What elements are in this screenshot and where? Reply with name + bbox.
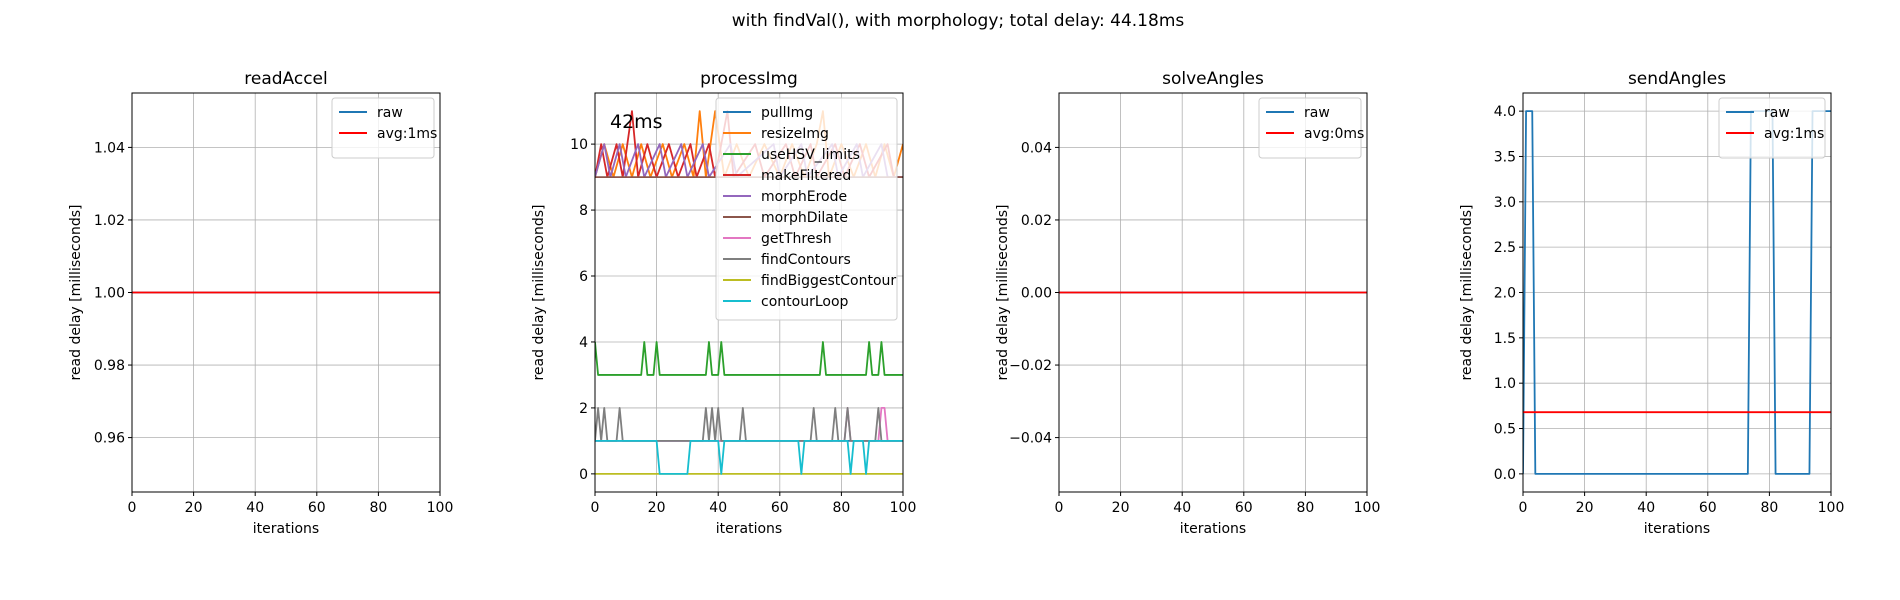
legend-label: avg:1ms [377,126,437,142]
x-tick-label: 20 [1112,500,1130,516]
legend-label: raw [1764,105,1790,121]
y-tick-label: 0.00 [1021,286,1052,302]
y-tick-label: 4 [579,335,588,351]
x-tick-label: 20 [185,500,203,516]
x-axis-label: iterations [1644,521,1710,537]
legend-label: raw [377,105,403,121]
legend-box [715,97,898,321]
x-tick-label: 60 [771,500,789,516]
y-tick-label: 1.5 [1494,331,1516,347]
y-tick-label: 0.96 [94,431,125,447]
legend-label: findContours [761,252,851,268]
y-tick-label: −0.02 [1009,358,1052,374]
x-axis-label: iterations [253,521,319,537]
x-tick-label: 40 [1173,500,1191,516]
x-tick-label: 0 [128,500,137,516]
x-tick-label: 40 [709,500,727,516]
y-tick-label: −0.04 [1009,431,1052,447]
x-tick-label: 80 [369,500,387,516]
y-tick-label: 3.5 [1494,149,1516,165]
subplot-title: readAccel [244,69,328,89]
y-tick-label: 10 [570,137,588,153]
figure-title: with findVal(), with morphology; total d… [732,11,1185,31]
subplot-solveangles: 0 20 40 60 80 100 −0.04 −0.02 0.00 0.02 0.04 solve… [995,69,1380,537]
y-tick-label: 0.0 [1494,467,1516,483]
y-tick-label: 8 [579,203,588,219]
y-tick-label: 3.0 [1494,195,1516,211]
y-tick-label: 1.02 [94,213,125,229]
legend-label: useHSV_limits [761,147,860,163]
x-tick-label: 0 [1519,500,1528,516]
axes-frame [594,92,904,493]
y-tick-label: 1.00 [94,286,125,302]
legend-label: resizeImg [761,126,829,142]
x-tick-label: 0 [1055,500,1064,516]
x-tick-label: 60 [308,500,326,516]
y-tick-label: 6 [579,269,588,285]
x-tick-label: 80 [1296,500,1314,516]
y-axis-label: read delay [milliseconds] [531,204,547,380]
series-line-usehsv-limits [595,341,903,376]
legend-label: morphErode [761,189,847,205]
legend: pullImg resizeImg useHSV_limits makeFiltere… [715,97,898,321]
subplot-processimg: 0 20 40 60 80 100 0 2 4 6 8 10 processImg iteration… [531,69,916,537]
subplot-sendangles: 0 20 40 60 80 1000.00.51.01.52.02.53.03.54.0 … [1459,69,1844,537]
subplot-title: sendAngles [1628,69,1726,89]
x-tick-label: 0 [591,500,600,516]
y-tick-label: 0.98 [94,358,125,374]
x-tick-label: 80 [1760,500,1778,516]
x-tick-label: 60 [1699,500,1717,516]
subplot-title: solveAngles [1162,69,1264,89]
series-line-contourloop [595,439,903,475]
y-tick-label: 0.5 [1494,422,1516,438]
legend-label: raw [1304,105,1330,121]
y-tick-label: 1.04 [94,140,125,156]
y-tick-label: 2.0 [1494,286,1516,302]
y-axis-label: read delay [milliseconds] [68,204,84,380]
x-axis-label: iterations [716,521,782,537]
x-tick-label: 100 [1818,500,1845,516]
y-tick-label: 1.0 [1494,376,1516,392]
y-axis-label: read delay [milliseconds] [1459,204,1475,380]
y-tick-label: 4.0 [1494,104,1516,120]
legend-label: getThresh [761,231,832,247]
legend-label: morphDilate [761,210,848,226]
legend-label: findBiggestContour [761,273,896,289]
x-tick-label: 20 [1576,500,1594,516]
x-tick-label: 40 [1637,500,1655,516]
legend: raw avg:1ms [1718,97,1826,159]
legend: raw avg:1ms [331,97,437,159]
y-tick-label: 2.5 [1494,240,1516,256]
y-tick-label: 0 [579,467,588,483]
x-tick-label: 20 [648,500,666,516]
x-tick-label: 100 [1354,500,1381,516]
x-tick-label: 100 [427,500,454,516]
legend-label: pullImg [761,105,813,121]
plot-area: 0 20 40 60 80 100 0.96 0.98 1.00 1.02 1.04 [94,92,454,516]
legend: raw avg:0ms [1258,97,1364,159]
plot-area: 0 20 40 60 80 100 −0.04 −0.02 0.00 0.02 0.04 [1009,92,1381,516]
y-tick-label: 2 [579,401,588,417]
y-tick-label: 0.02 [1021,213,1052,229]
subplot-readaccel: 0 20 40 60 80 100 0.96 0.98 1.00 1.02 1.04 readAcc… [68,69,453,537]
legend-label: avg:0ms [1304,126,1364,142]
y-axis-label: read delay [milliseconds] [995,204,1011,380]
legend-label: makeFiltered [761,168,851,184]
x-tick-label: 40 [246,500,264,516]
y-tick-label: 0.04 [1021,140,1052,156]
total-delay-annotation: 42ms [610,111,663,133]
subplot-title: processImg [700,69,798,89]
x-tick-label: 60 [1235,500,1253,516]
plot-area: 0 20 40 60 80 100 0.0 0.5 1.0 1.5 2.0 2.5 3.0 3.5 4.0 [1494,92,1845,516]
x-axis-label: iterations [1180,521,1246,537]
x-tick-label: 100 [890,500,917,516]
legend-label: avg:1ms [1764,126,1824,142]
x-tick-label: 80 [832,500,850,516]
legend-label: contourLoop [761,294,849,310]
